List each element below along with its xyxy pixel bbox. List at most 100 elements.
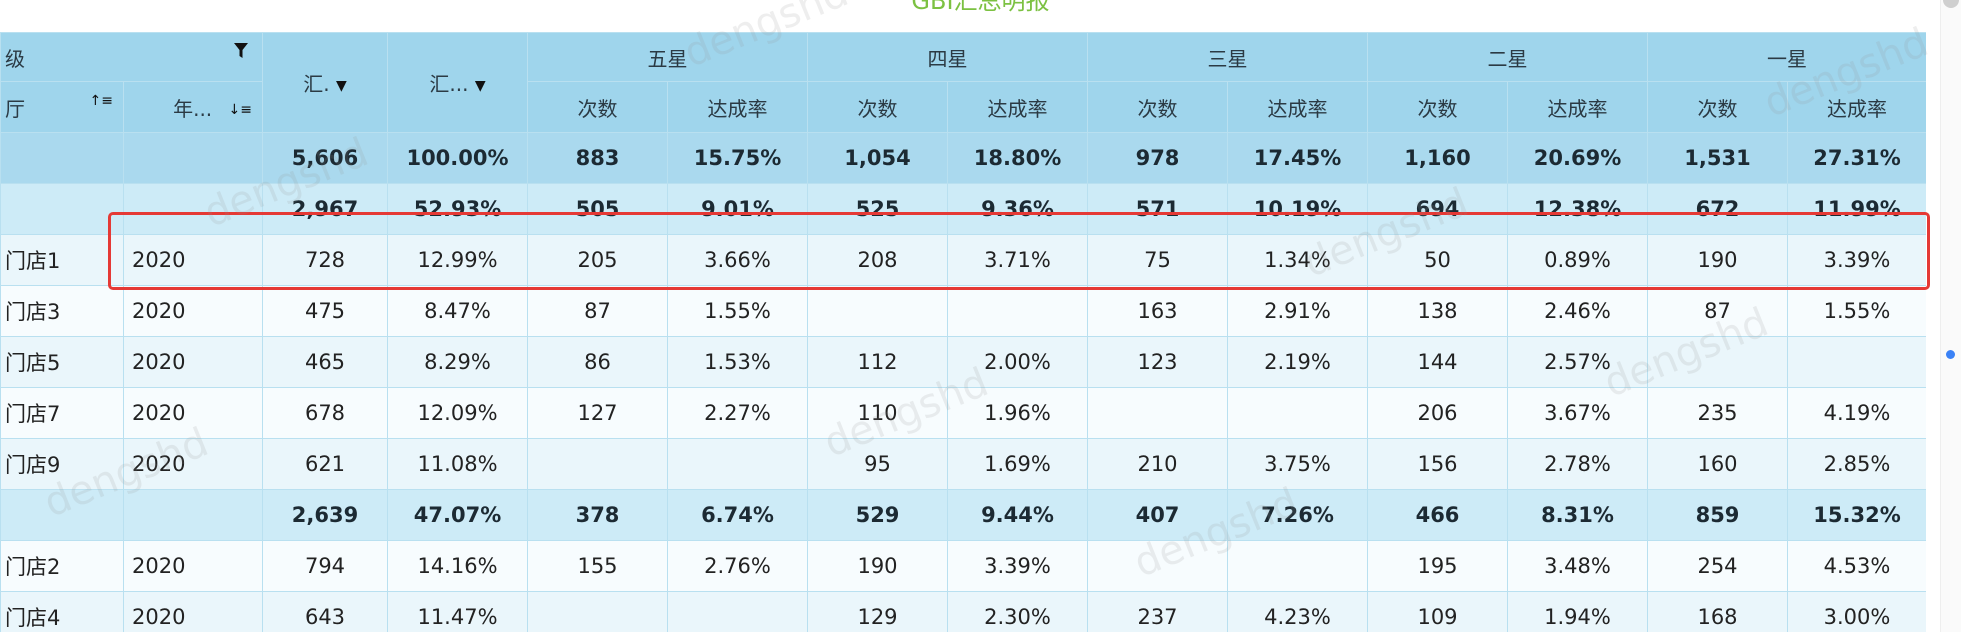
table-row[interactable]: 门店5 2020 465 8.29% 86 1.53% 112 2.00% 123 2.19% 14…	[0, 336, 1926, 388]
count-cell	[527, 438, 668, 490]
group-header-four-star: 四星	[807, 32, 1088, 82]
count-cell: 86	[527, 336, 668, 388]
rate-cell: 12.99%	[387, 234, 528, 286]
table-row[interactable]: 门店3 2020 475 8.47% 87 1.55% 163 2.91% 138 2.46% 87…	[0, 285, 1926, 337]
count-cell: 109	[1367, 591, 1508, 632]
sum-rate-header[interactable]: 汇... ▼	[387, 32, 528, 133]
rate-cell: 1.34%	[1227, 234, 1368, 286]
sum-count-header[interactable]: 汇. ▼	[262, 32, 388, 133]
level-header[interactable]: 级	[0, 32, 263, 82]
count-cell	[1647, 336, 1788, 388]
rate-header[interactable]: 达成率	[1227, 81, 1368, 133]
filter-icon[interactable]	[234, 42, 248, 63]
rate-header[interactable]: 达成率	[947, 81, 1088, 133]
count-cell	[1087, 540, 1228, 592]
count-header[interactable]: 次数	[807, 81, 948, 133]
count-header[interactable]: 次数	[1087, 81, 1228, 133]
rate-header[interactable]: 达成率	[667, 81, 808, 133]
count-cell	[807, 285, 948, 337]
store-cell	[0, 489, 124, 541]
year-cell	[123, 183, 263, 235]
rate-cell: 1.55%	[1787, 285, 1926, 337]
rate-cell: 2.57%	[1507, 336, 1648, 388]
count-cell: 112	[807, 336, 948, 388]
vertical-scrollbar[interactable]	[1940, 0, 1961, 632]
rate-cell: 9.01%	[667, 183, 808, 235]
sort-ascending-icon[interactable]: ↑≡	[89, 92, 113, 109]
year-cell: 2020	[123, 540, 263, 592]
dropdown-icon[interactable]: ▼	[474, 77, 486, 94]
rate-header[interactable]: 达成率	[1787, 81, 1926, 133]
count-cell: 672	[1647, 183, 1788, 235]
count-cell: 195	[1367, 540, 1508, 592]
rate-cell: 4.19%	[1787, 387, 1926, 439]
count-cell: 883	[527, 132, 668, 184]
year-cell: 2020	[123, 438, 263, 490]
rate-cell: 3.66%	[667, 234, 808, 286]
rate-header[interactable]: 达成率	[1507, 81, 1648, 133]
count-cell: 163	[1087, 285, 1228, 337]
year-cell: 2020	[123, 387, 263, 439]
rate-cell: 1.53%	[667, 336, 808, 388]
count-cell: 475	[262, 285, 388, 337]
table-row[interactable]: 门店9 2020 621 11.08% 95 1.69% 210 3.75% 156 2.78% 1…	[0, 438, 1926, 490]
rate-cell	[667, 591, 808, 632]
dropdown-icon[interactable]: ▼	[335, 77, 347, 94]
rate-cell: 1.55%	[667, 285, 808, 337]
store-cell	[0, 132, 124, 184]
store-cell: 门店3	[0, 285, 124, 337]
rate-cell: 2.00%	[947, 336, 1088, 388]
rate-cell: 17.45%	[1227, 132, 1368, 184]
scroll-handle[interactable]	[1943, 0, 1959, 8]
rate-cell: 1.69%	[947, 438, 1088, 490]
table-row[interactable]: 门店7 2020 678 12.09% 127 2.27% 110 1.96% 206 3.67%…	[0, 387, 1926, 439]
table-row[interactable]: 门店2 2020 794 14.16% 155 2.76% 190 3.39% 195 3.48%…	[0, 540, 1926, 592]
year-cell	[123, 489, 263, 541]
count-cell: 168	[1647, 591, 1788, 632]
table-row[interactable]: 门店1 2020 728 12.99% 205 3.66% 208 3.71% 75 1.34% 5…	[0, 234, 1926, 286]
count-cell: 208	[807, 234, 948, 286]
sum-rate-label: 汇...	[429, 72, 469, 96]
count-cell: 87	[527, 285, 668, 337]
store-cell: 门店4	[0, 591, 124, 632]
count-cell: 2,639	[262, 489, 388, 541]
store-cell: 门店2	[0, 540, 124, 592]
group-header-three-star: 三星	[1087, 32, 1368, 82]
group-header-two-star: 二星	[1367, 32, 1648, 82]
rate-cell: 2.19%	[1227, 336, 1368, 388]
rate-cell: 10.19%	[1227, 183, 1368, 235]
count-cell: 206	[1367, 387, 1508, 439]
year-cell: 2020	[123, 285, 263, 337]
count-cell	[527, 591, 668, 632]
rate-cell: 2.91%	[1227, 285, 1368, 337]
year-header[interactable]: 年... ↓≡	[123, 81, 263, 133]
count-header[interactable]: 次数	[1647, 81, 1788, 133]
rate-cell: 0.89%	[1507, 234, 1648, 286]
table-row[interactable]: 门店4 2020 643 11.47% 129 2.30% 237 4.23% 109 1.94%…	[0, 591, 1926, 632]
count-header[interactable]: 次数	[1367, 81, 1508, 133]
rate-cell: 2.76%	[667, 540, 808, 592]
rate-cell: 15.75%	[667, 132, 808, 184]
subtotal-row[interactable]: 2,639 47.07% 378 6.74% 529 9.44% 407 7.26% 466 8.…	[0, 489, 1926, 541]
count-cell: 378	[527, 489, 668, 541]
rate-cell	[1227, 540, 1368, 592]
hall-header[interactable]: 厅 ↑≡	[0, 81, 124, 133]
sort-descending-icon[interactable]: ↓≡	[228, 102, 252, 118]
count-cell: 123	[1087, 336, 1228, 388]
count-cell: 190	[1647, 234, 1788, 286]
store-cell: 门店1	[0, 234, 124, 286]
rate-cell: 11.08%	[387, 438, 528, 490]
subtotal-row[interactable]: 2,967 52.93% 505 9.01% 525 9.36% 571 10.19% 694 1…	[0, 183, 1926, 235]
total-row[interactable]: 5,606 100.00% 883 15.75% 1,054 18.80% 978 17.45…	[0, 132, 1926, 184]
count-cell: 205	[527, 234, 668, 286]
rate-cell: 3.00%	[1787, 591, 1926, 632]
rate-cell: 4.53%	[1787, 540, 1926, 592]
rate-cell: 52.93%	[387, 183, 528, 235]
group-header-one-star: 一星	[1647, 32, 1926, 82]
rate-cell: 11.47%	[387, 591, 528, 632]
scroll-indicator[interactable]	[1946, 350, 1955, 359]
count-header[interactable]: 次数	[527, 81, 668, 133]
count-cell	[1087, 387, 1228, 439]
rate-cell: 12.38%	[1507, 183, 1648, 235]
count-cell: 1,054	[807, 132, 948, 184]
